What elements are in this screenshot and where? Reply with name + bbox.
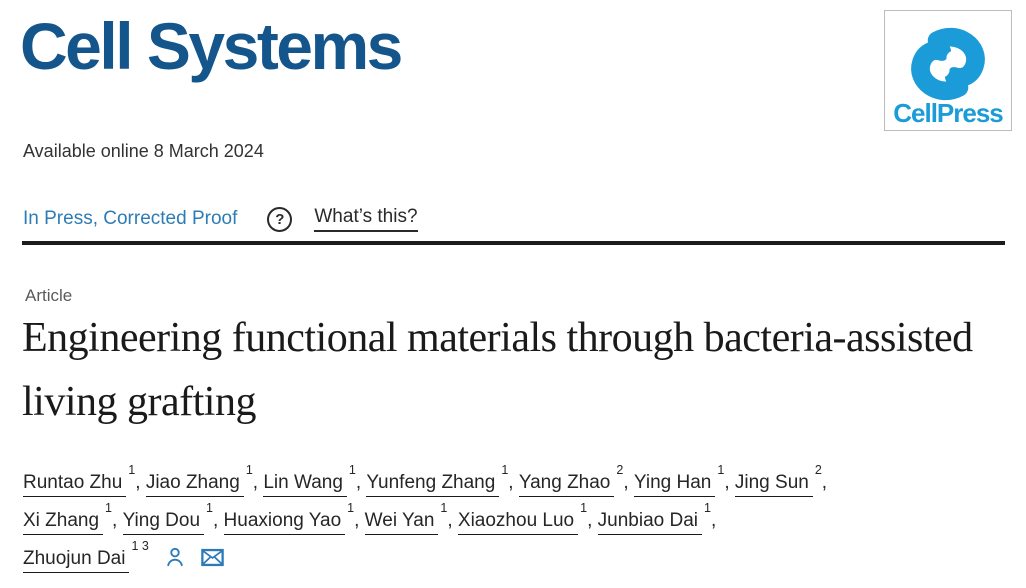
- author-separator: ,: [212, 510, 224, 531]
- cellpress-logo-icon: [909, 25, 987, 108]
- author-affiliation-sup: 1: [580, 500, 588, 515]
- author-link[interactable]: Lin Wang: [263, 471, 347, 497]
- author-link[interactable]: Zhuojun Dai: [23, 547, 130, 573]
- author-separator: ,: [354, 510, 365, 531]
- help-question-icon[interactable]: ?: [267, 206, 293, 232]
- author-link[interactable]: Ying Han: [633, 471, 716, 497]
- author-link[interactable]: Runtao Zhu: [23, 471, 127, 497]
- status-row: In Press, Corrected Proof ? What’s this?: [23, 206, 418, 232]
- author-separator: ,: [821, 472, 828, 493]
- author-link[interactable]: Yang Zhao: [518, 471, 615, 497]
- author-separator: ,: [252, 472, 264, 493]
- author-affiliation-sup: 1: [245, 462, 253, 477]
- author-separator: ,: [355, 472, 367, 493]
- author-separator: ,: [623, 472, 634, 493]
- author-link[interactable]: Junbiao Dai: [597, 509, 702, 535]
- author-separator: ,: [587, 510, 598, 531]
- journal-title[interactable]: Cell Systems: [20, 9, 403, 83]
- header-divider: [22, 241, 1005, 245]
- author-affiliation-sup: 1: [105, 500, 112, 515]
- author-affiliation-sup: 1: [128, 462, 136, 477]
- article-title: Engineering functional materials through…: [22, 315, 973, 425]
- author-link[interactable]: Huaxiong Yao: [223, 509, 346, 535]
- author-affiliation-sup: 2: [616, 462, 624, 477]
- author-affiliation-sup: 1: [501, 462, 509, 477]
- article-type-label: Article: [25, 286, 73, 305]
- cellpress-logo-text: CellPress: [893, 98, 1004, 128]
- author-separator: ,: [135, 472, 146, 493]
- author-link[interactable]: Jiao Zhang: [145, 471, 244, 497]
- author-link[interactable]: Wei Yan: [364, 509, 439, 535]
- email-envelope-icon[interactable]: [201, 547, 225, 568]
- author-separator: ,: [112, 510, 123, 531]
- whats-this-link[interactable]: What’s this?: [314, 206, 418, 232]
- author-separator: ,: [724, 472, 735, 493]
- author-person-icon[interactable]: [164, 546, 186, 568]
- author-link[interactable]: Xi Zhang: [23, 509, 104, 535]
- author-link[interactable]: Yunfeng Zhang: [366, 471, 500, 497]
- author-affiliation-sup: 1 3: [131, 538, 149, 553]
- author-affiliation-sup: 1: [703, 500, 711, 515]
- author-separator: ,: [508, 472, 519, 493]
- author-affiliation-sup: 1: [440, 500, 448, 515]
- author-affiliation-sup: 1: [348, 462, 356, 477]
- authors-block: Runtao Zhu1, Jiao Zhang1, Lin Wang1, Yun…: [23, 463, 993, 578]
- author-link[interactable]: Jing Sun: [734, 471, 813, 497]
- author-separator: ,: [710, 510, 717, 531]
- author-list: Runtao Zhu1, Jiao Zhang1, Lin Wang1, Yun…: [23, 463, 828, 573]
- author-separator: ,: [447, 510, 458, 531]
- available-online-date: Available online 8 March 2024: [23, 141, 264, 161]
- corresponding-author-icons: [149, 546, 225, 569]
- cellpress-logo-box[interactable]: CellPress: [884, 10, 1012, 131]
- author-affiliation-sup: 1: [717, 462, 725, 477]
- author-affiliation-sup: 1: [206, 500, 213, 515]
- author-link[interactable]: Ying Dou: [122, 509, 205, 535]
- author-link[interactable]: Xiaozhou Luo: [457, 509, 579, 535]
- author-affiliation-sup: 1: [347, 500, 355, 515]
- author-affiliation-sup: 2: [814, 462, 822, 477]
- in-press-status-link[interactable]: In Press, Corrected Proof: [23, 208, 238, 229]
